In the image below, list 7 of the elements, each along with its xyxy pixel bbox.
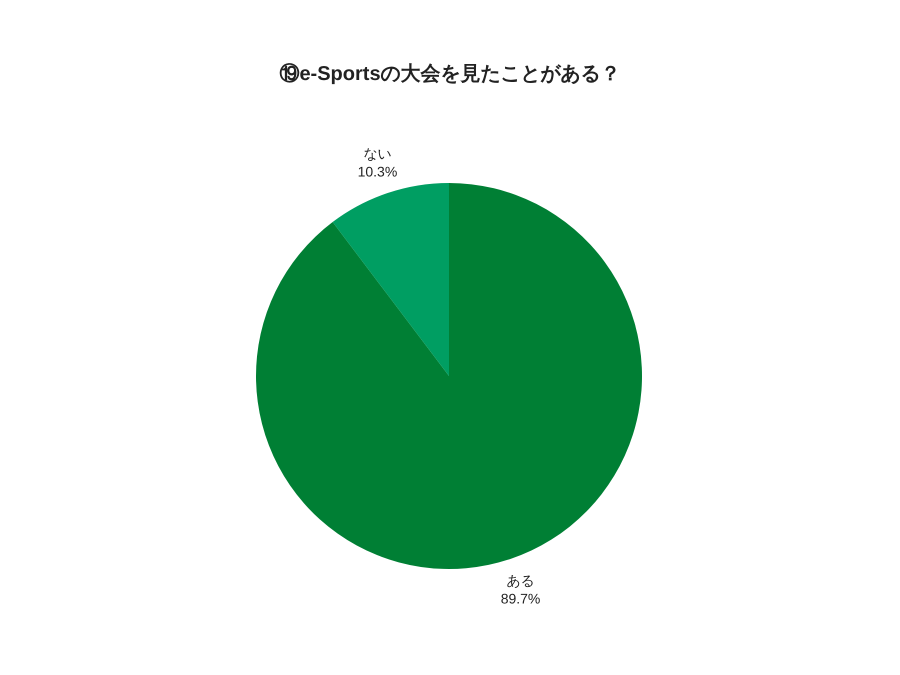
- data-label: 89.7%: [500, 590, 540, 606]
- slice-label: ある: [506, 572, 535, 588]
- pie-slice: [256, 183, 642, 569]
- pie-slice: [332, 183, 449, 376]
- chart-title: ⑲e-Sportsの大会を見たことがある？: [278, 62, 622, 87]
- data-label: 10.3%: [358, 164, 398, 180]
- slice-label: ない: [363, 146, 392, 162]
